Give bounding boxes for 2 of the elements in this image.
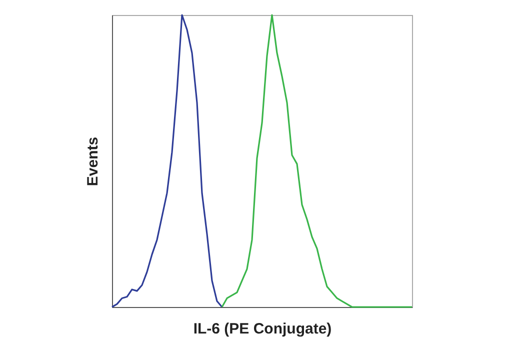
- x-axis-title: IL-6 (PE Conjugate): [193, 320, 332, 338]
- y-axis-title: Events: [84, 136, 102, 186]
